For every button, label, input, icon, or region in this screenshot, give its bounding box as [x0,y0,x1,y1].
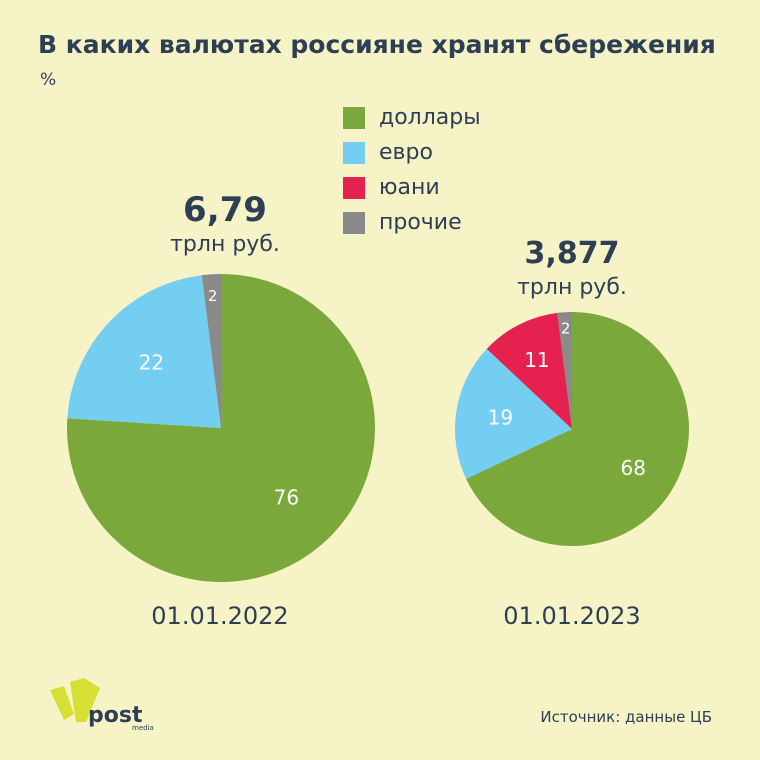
postmedia-logo: post media [50,676,160,736]
legend-swatch-euro [343,141,365,164]
legend-item-euro: евро [343,135,481,170]
pie-2-slice-dollars [466,312,689,546]
unit-label: % [40,70,57,90]
pie-1-label-other: 2 [208,287,218,305]
legend-label-euro: евро [379,140,433,165]
legend-label-dollars: доллары [379,105,481,130]
pie-1-label-euro: 22 [139,351,164,375]
pie-2-label-yuan: 11 [524,348,549,372]
legend: доллары евро юани прочие [343,100,481,240]
legend-item-other: прочие [343,205,481,240]
total-unit-2023: трлн руб. [517,275,627,300]
legend-item-dollars: доллары [343,100,481,135]
pie-2-label-euro: 19 [488,406,513,430]
legend-swatch-yuan [343,176,365,199]
pie-1-slice-euro [67,275,221,428]
legend-label-yuan: юани [379,175,440,200]
pie-2-slice-yuan [486,312,572,429]
legend-item-yuan: юани [343,170,481,205]
chart-title: В каких валютах россияне хранят сбережен… [38,30,716,59]
pie-2-slice-euro [454,348,572,479]
date-2023: 01.01.2023 [503,602,641,630]
legend-label-other: прочие [379,210,462,235]
logo-subtext: media [132,724,154,732]
total-value-2023: 3,877 [524,236,620,271]
pie-2-label-dollars: 68 [621,456,646,480]
pie-1-slice-dollars [67,274,375,583]
pie-2-label-other: 2 [561,320,571,338]
pie-1-label-dollars: 76 [274,486,299,510]
legend-swatch-other [343,211,365,234]
source-note: Источник: данные ЦБ [540,708,712,726]
postmedia-logo-mark: post media [50,678,154,732]
total-unit-2022: трлн руб. [170,232,280,257]
date-2022: 01.01.2022 [151,602,289,630]
logo-text: post [88,703,143,728]
total-value-2022: 6,79 [183,190,267,230]
pie-2-slice-other [557,312,572,429]
pie-1-slice-other [201,274,221,428]
legend-swatch-dollars [343,106,365,129]
